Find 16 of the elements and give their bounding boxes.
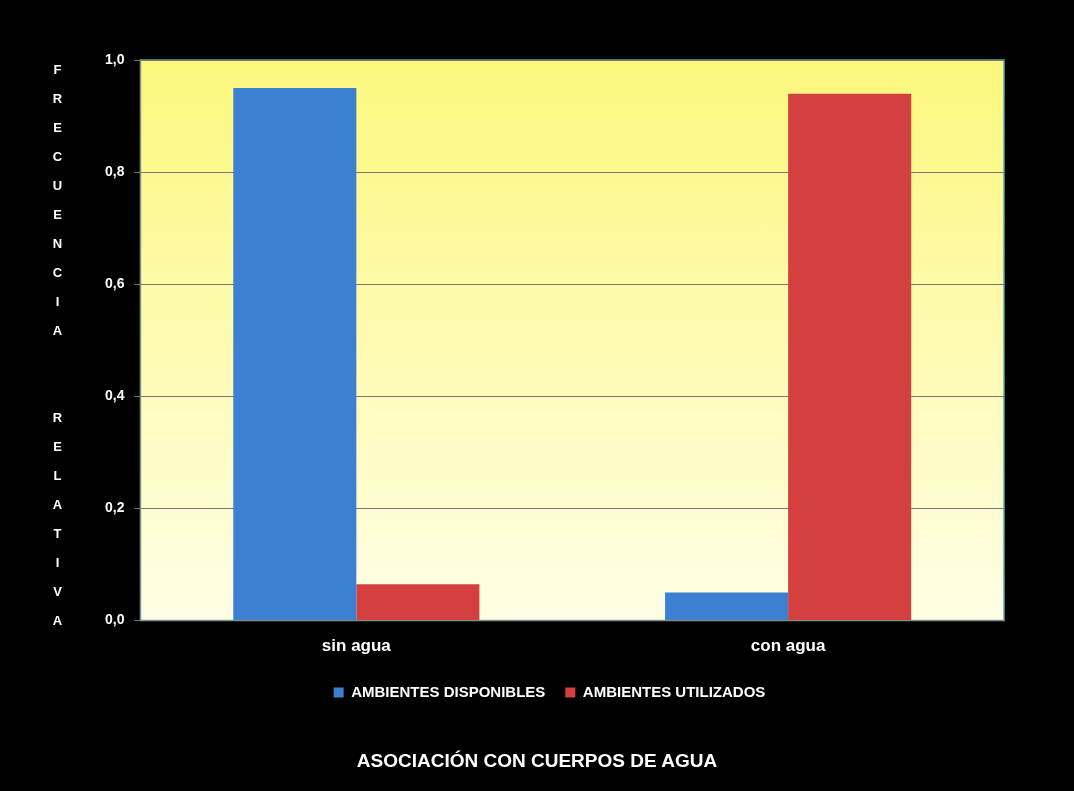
legend-label: AMBIENTES DISPONIBLES — [351, 682, 546, 700]
y-axis-title: FRECUENCIA RELATIVA — [50, 62, 65, 642]
bar — [233, 88, 357, 621]
bar — [788, 93, 912, 621]
bar — [665, 592, 789, 621]
x-tick-label: sin agua — [321, 636, 392, 656]
legend-label: AMBIENTES UTILIZADOS — [582, 682, 766, 700]
y-tick-label: 0,6 — [104, 275, 125, 292]
y-tick-label: 0,0 — [104, 611, 125, 628]
x-axis-title: ASOCIACIÓN CON CUERPOS DE AGUA — [355, 750, 719, 772]
y-tick-label: 1,0 — [104, 50, 125, 67]
bar — [356, 584, 480, 621]
y-tick-label: 0,2 — [104, 499, 125, 516]
y-tick-label: 0,8 — [104, 162, 125, 179]
x-tick-label: con agua — [750, 636, 826, 656]
y-tick-label: 0,4 — [104, 387, 125, 404]
